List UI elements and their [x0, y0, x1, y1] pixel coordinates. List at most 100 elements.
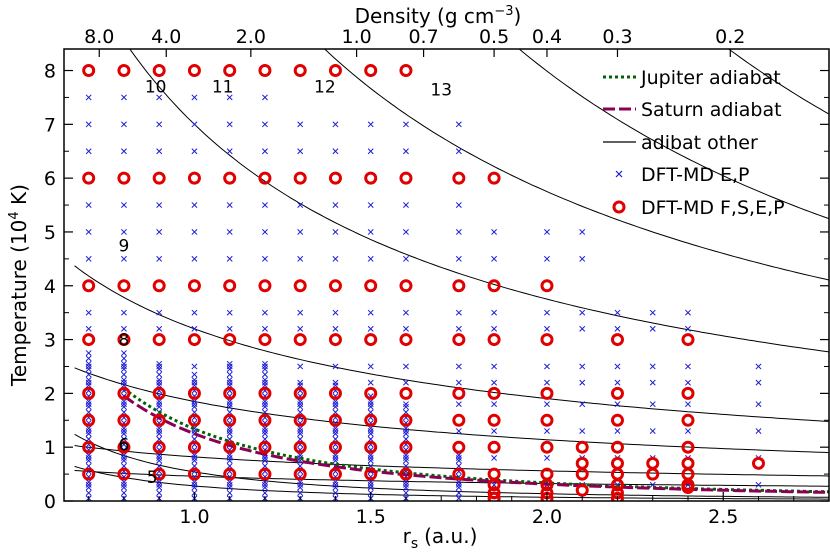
- dft-ep-stroke: [156, 121, 163, 128]
- dft-ep-point: [297, 398, 304, 405]
- dft-ep-stroke: [332, 452, 339, 459]
- dft-fsep-point: [399, 440, 413, 454]
- dft-ep-stroke: [191, 425, 198, 432]
- dft-fsep-point: [399, 333, 413, 347]
- adiabat-line-11: [323, 49, 829, 281]
- dft-ep-point: [261, 398, 268, 405]
- dft-ep-point: [85, 401, 92, 408]
- adiabat-label-8: 8: [119, 331, 130, 351]
- dft-ep-point: [191, 363, 198, 370]
- legend-ep-marker: [615, 170, 623, 178]
- dft-ep-point: [120, 94, 127, 101]
- dft-fsep-point: [117, 440, 131, 454]
- y-tick-label: 6: [44, 168, 56, 190]
- dft-ep-point: [85, 463, 92, 469]
- dft-ep-stroke: [120, 376, 127, 383]
- dft-ep-point: [226, 94, 233, 101]
- dft-ep-stroke: [579, 379, 586, 386]
- dft-fsep-point: [610, 456, 624, 470]
- dft-ep-point: [297, 401, 304, 408]
- dft-ep-stroke: [120, 430, 127, 437]
- dft-ep-stroke: [685, 325, 691, 332]
- dft-ep-point: [226, 398, 233, 405]
- dft-fsep-point: [328, 467, 342, 481]
- dft-ep-point: [226, 379, 233, 386]
- dft-ep-stroke: [85, 325, 92, 332]
- dft-ep-stroke: [120, 228, 127, 235]
- dft-ep-point: [85, 360, 92, 367]
- dft-fsep-point: [487, 486, 501, 500]
- dft-ep-stroke: [261, 484, 268, 491]
- dft-ep-point: [85, 436, 92, 443]
- dft-ep-point: [455, 309, 462, 316]
- dft-ep-point: [367, 454, 374, 461]
- dft-ep-stroke: [226, 148, 233, 155]
- dft-ep-point: [403, 428, 409, 435]
- dft-fsep-point: [152, 413, 166, 427]
- dft-ep-stroke: [491, 454, 498, 461]
- dft-ep-point: [226, 121, 233, 128]
- dft-ep-point: [191, 479, 198, 486]
- dft-ep-stroke: [226, 379, 233, 386]
- dft-ep-stroke: [191, 436, 198, 443]
- dft-ep-point: [332, 484, 339, 491]
- dft-fsep-point: [610, 491, 624, 501]
- dft-fsep-point: [258, 467, 272, 481]
- dft-ep-stroke: [191, 452, 198, 459]
- dft-ep-stroke: [261, 457, 268, 464]
- dft-ep-point: [156, 382, 163, 389]
- dft-ep-stroke: [85, 489, 92, 496]
- dft-ep-point: [403, 484, 409, 491]
- dft-fsep-point: [293, 64, 307, 78]
- dft-ep-point: [85, 363, 92, 370]
- dft-ep-stroke: [85, 382, 92, 389]
- dft-ep-stroke: [226, 409, 233, 416]
- dft-ep-point: [226, 457, 233, 464]
- dft-ep-point: [491, 428, 498, 435]
- dft-ep-stroke: [297, 401, 304, 408]
- dft-ep-stroke: [85, 398, 92, 405]
- dft-ep-stroke: [297, 202, 304, 209]
- dft-ep-stroke: [261, 228, 268, 235]
- dft-ep-stroke: [85, 379, 92, 386]
- dft-ep-point: [491, 325, 498, 332]
- dft-ep-stroke: [297, 228, 304, 235]
- dft-ep-point: [156, 436, 163, 443]
- dft-ep-point: [403, 363, 409, 370]
- dft-ep-point: [685, 428, 691, 435]
- dft-ep-point: [297, 379, 304, 386]
- dft-fsep-point: [751, 456, 765, 470]
- dft-ep-point: [367, 484, 374, 491]
- dft-ep-point: [120, 489, 127, 496]
- dft-ep-point: [332, 409, 339, 416]
- dft-ep-point: [455, 255, 462, 262]
- dft-ep-point: [85, 403, 92, 410]
- dft-ep-stroke: [297, 489, 304, 496]
- dft-ep-stroke: [649, 379, 656, 386]
- dft-ep-point: [226, 228, 233, 235]
- dft-ep-stroke: [332, 409, 339, 416]
- dft-ep-stroke: [85, 355, 92, 362]
- dft-ep-stroke: [455, 463, 462, 469]
- dft-ep-stroke: [156, 255, 163, 262]
- dft-ep-point: [156, 228, 163, 235]
- dft-ep-stroke: [191, 94, 198, 101]
- dft-fsep-point: [117, 467, 131, 481]
- dft-fsep-point: [681, 456, 695, 470]
- dft-fsep-point: [328, 279, 342, 293]
- dft-ep-stroke: [579, 325, 586, 332]
- dft-ep-point: [120, 255, 127, 262]
- dft-fsep-point: [187, 333, 201, 347]
- dft-ep-stroke: [85, 454, 92, 461]
- y-tick-label: 0: [44, 491, 56, 513]
- dft-ep-point: [226, 325, 233, 332]
- dft-ep-stroke: [332, 489, 339, 496]
- dft-ep-point: [191, 202, 198, 209]
- dft-ep-stroke: [120, 403, 127, 410]
- dft-ep-stroke: [403, 436, 409, 443]
- dft-ep-point: [226, 255, 233, 262]
- dft-ep-point: [297, 489, 304, 496]
- dft-ep-point: [120, 355, 127, 362]
- dft-fsep-point: [258, 386, 272, 400]
- dft-ep-point: [191, 403, 198, 410]
